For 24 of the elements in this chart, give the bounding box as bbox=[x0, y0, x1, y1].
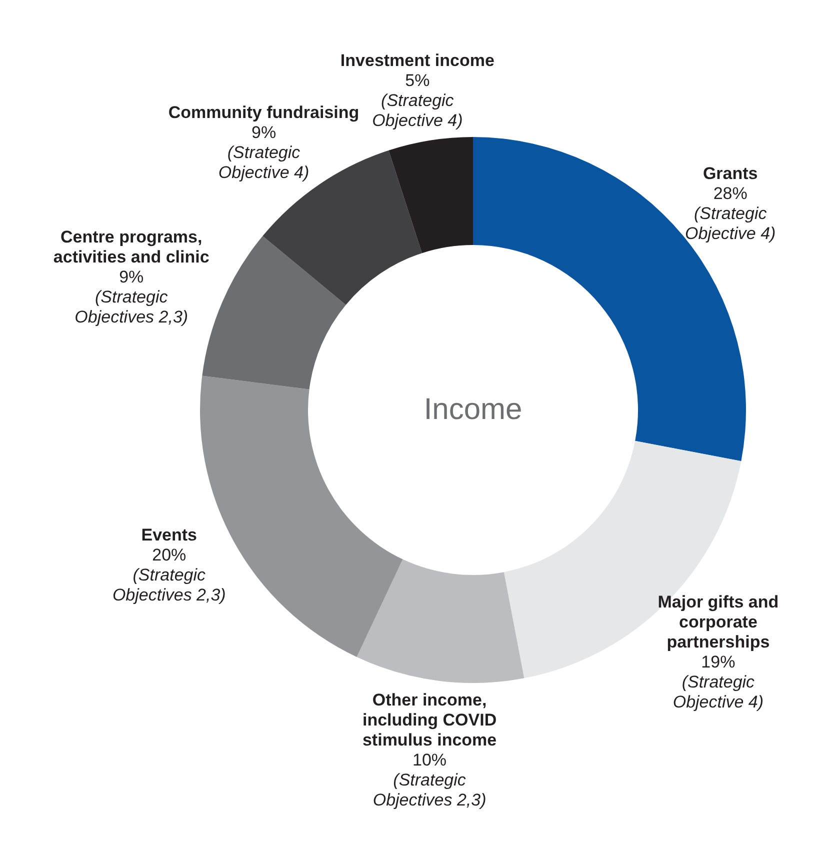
text: (Strategic Objectives 2,3) bbox=[112, 566, 226, 605]
data-label: 19% bbox=[701, 652, 736, 672]
data-label: 9% bbox=[251, 122, 276, 142]
slice-label: Major gifts and corporate partnerships bbox=[658, 592, 779, 652]
text: (Strategic Objectives 2,3) bbox=[372, 770, 486, 810]
slice-label: Other income, including COVID stimulus income bbox=[362, 690, 497, 750]
text: (Strategic Objective 4) bbox=[218, 142, 310, 182]
donut-slice bbox=[356, 559, 524, 682]
slice-label: Events bbox=[141, 526, 198, 545]
text: Income bbox=[424, 393, 522, 426]
data-label: 10% bbox=[412, 750, 447, 770]
text: (Strategic Objectives 2,3) bbox=[74, 288, 188, 327]
data-label: 28% bbox=[713, 184, 748, 204]
text: (Strategic Objective 4) bbox=[685, 204, 776, 244]
slice-label: Investment income bbox=[340, 50, 494, 70]
donut-slice bbox=[388, 137, 473, 254]
slice-label: Community fundraising bbox=[168, 102, 360, 122]
text: (Strategic Objective 4) bbox=[672, 672, 764, 712]
data-label: 20% bbox=[152, 546, 186, 565]
data-label: 5% bbox=[405, 70, 430, 90]
slice-label: Grants bbox=[702, 164, 758, 184]
slice-label: Centre programs, activities and clinic bbox=[53, 228, 210, 267]
data-label: 9% bbox=[119, 268, 144, 287]
text: (Strategic Objective 4) bbox=[372, 90, 463, 130]
